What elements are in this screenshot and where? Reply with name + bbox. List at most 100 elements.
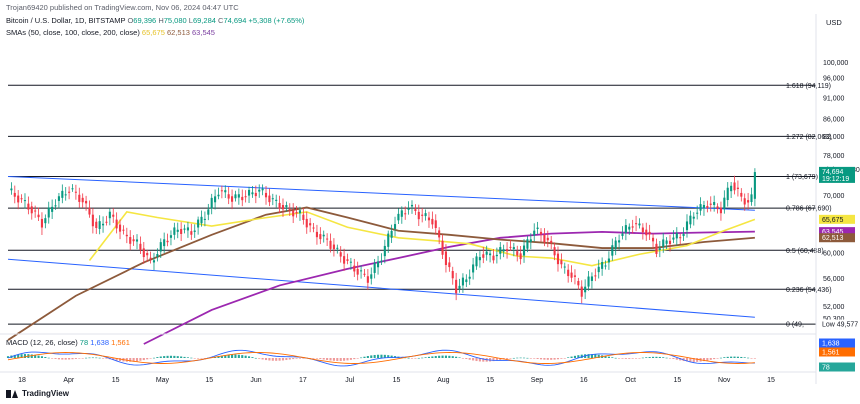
y-tick-label: 56,000: [823, 276, 845, 283]
candle-body: [750, 194, 753, 203]
candle-body: [302, 214, 305, 221]
macd-histogram-bar: [258, 358, 261, 359]
macd-histogram-bar: [645, 357, 648, 358]
macd-signal-value: 1,561: [111, 338, 130, 347]
macd-histogram-bar: [478, 358, 481, 362]
x-tick-label: 16: [580, 377, 588, 384]
macd-histogram-bar: [142, 358, 145, 361]
candle-body: [563, 266, 566, 268]
macd-histogram-bar: [492, 358, 495, 362]
candle-body: [567, 269, 570, 277]
candle-body: [577, 280, 580, 286]
candle-body: [360, 270, 363, 272]
macd-histogram-bar: [373, 354, 376, 358]
candle-body: [115, 219, 118, 229]
macd-histogram-bar: [231, 354, 234, 358]
macd-histogram-bar: [679, 358, 682, 361]
candle-body: [64, 194, 67, 196]
x-tick-label: 15: [205, 377, 213, 384]
candle-body: [472, 264, 475, 273]
candle-body: [112, 214, 115, 217]
candle-body: [438, 230, 441, 238]
candle-body: [186, 227, 189, 231]
sma50-price-tag: [819, 214, 855, 224]
candle-body: [200, 216, 203, 224]
candle-body: [580, 286, 583, 297]
candle-body: [682, 233, 685, 237]
macd-histogram-bar: [34, 354, 37, 358]
candle-body: [346, 259, 349, 261]
macd-histogram-bar: [264, 358, 268, 361]
macd-histogram-bar: [753, 358, 756, 359]
x-tick-label: May: [156, 377, 170, 384]
candle-body: [624, 225, 627, 233]
candle-body: [502, 249, 505, 252]
candle-body: [404, 213, 407, 215]
candle-body: [590, 276, 593, 281]
macd-histogram-bar: [709, 358, 712, 360]
candle-body: [193, 230, 196, 232]
macd-histogram-bar: [424, 357, 427, 358]
candle-body: [716, 206, 719, 210]
candle-body: [597, 266, 600, 273]
candle-body: [648, 231, 651, 235]
macd-histogram-bar: [322, 358, 325, 360]
macd-histogram-bar: [723, 357, 726, 358]
candle-body: [489, 253, 492, 256]
candle-body: [231, 196, 234, 202]
candle-body: [30, 206, 33, 214]
macd-histogram-bar: [241, 355, 244, 358]
macd-histogram-bar: [217, 356, 220, 358]
macd-histogram-bar: [20, 354, 23, 358]
currency-label: USD: [826, 18, 842, 27]
macd-histogram-bar: [468, 358, 471, 360]
candle-body: [353, 265, 356, 272]
candle-body: [383, 245, 386, 257]
candle-body: [529, 239, 532, 243]
candle-body: [522, 245, 526, 256]
candle-body: [234, 194, 237, 199]
macd-histogram-bar: [655, 356, 658, 358]
axes: 100,000 96,000 91,000 86,000 82,000 78,000 70,…: [0, 14, 860, 384]
macd-legend[interactable]: MACD (12, 26, close) 78 1,638 1,561: [6, 338, 130, 347]
x-tick-label: Apr: [63, 377, 75, 384]
macd-histogram-bar: [54, 358, 57, 359]
candle-body: [414, 209, 417, 211]
candle-body: [645, 229, 648, 236]
macd-hist-value: 78: [79, 338, 89, 347]
sma200-price-tag: [819, 227, 855, 237]
macd-histogram-bar: [624, 358, 627, 359]
macd-histogram-bar: [234, 354, 237, 358]
sma50-line: [88, 211, 756, 267]
macd-histogram-bar: [567, 357, 570, 358]
candle-body: [332, 244, 335, 250]
candle-body: [20, 198, 23, 200]
macd-histogram-bar: [261, 358, 264, 360]
macd-histogram-bar: [519, 357, 522, 359]
tradingview-footer[interactable]: TradingView: [6, 389, 69, 398]
macd-histogram-bar: [244, 355, 247, 358]
sma-legend[interactable]: SMAs (50, close, 100, close, 200, close)…: [6, 28, 215, 37]
fib-level-label: 1.618 (94,119): [786, 83, 831, 90]
candle-body: [142, 248, 145, 258]
candle-body: [685, 221, 689, 231]
macd-histogram-bar: [438, 355, 441, 358]
candle-body: [356, 268, 359, 275]
channel-bottom-line: [7, 258, 755, 318]
candle-body: [251, 192, 254, 195]
candle-body: [662, 239, 665, 247]
candle-body: [244, 196, 247, 198]
macd-histogram-bar: [726, 356, 729, 358]
candle-body: [88, 207, 91, 215]
candle-body: [461, 277, 464, 286]
macd-histogram-bar: [135, 358, 139, 362]
macd-histogram-bar: [672, 358, 675, 360]
candle-body: [169, 235, 173, 238]
macd-histogram-bar: [706, 358, 709, 361]
macd-histogram-bar: [529, 358, 532, 359]
x-tick-label: 15: [767, 377, 775, 384]
macd-histogram-bar: [180, 356, 183, 358]
macd-histogram-bar: [193, 358, 196, 359]
candle-body: [427, 217, 431, 221]
